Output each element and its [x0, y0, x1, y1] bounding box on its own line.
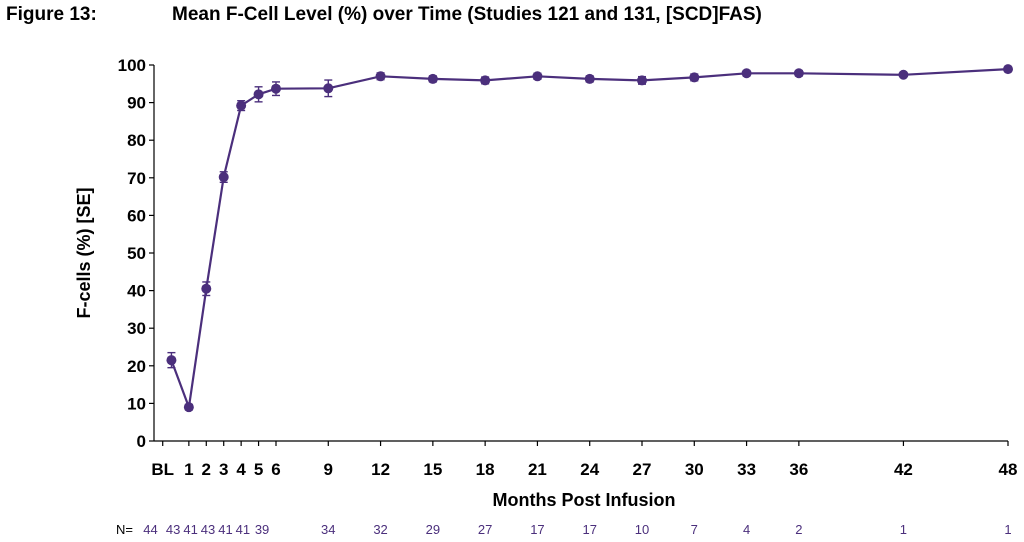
- y-tick-label: 40: [127, 282, 146, 301]
- axes: [153, 65, 1008, 442]
- data-point: [898, 69, 909, 80]
- data-point: [427, 73, 438, 84]
- data-point: [166, 355, 177, 366]
- x-tick-label: BL: [151, 460, 174, 479]
- y-ticks: 0 10 20 30 40 50 60 70 80 90 100: [118, 56, 154, 451]
- n-label: N=: [116, 522, 133, 537]
- x-tick-label: 1: [184, 460, 193, 479]
- n-value: 17: [530, 522, 544, 537]
- series-line: [170, 68, 1009, 408]
- x-tick-label: 15: [423, 460, 442, 479]
- n-value: 44: [143, 522, 157, 537]
- y-tick-label: 70: [127, 169, 146, 188]
- data-point: [218, 172, 229, 183]
- n-value: 17: [582, 522, 596, 537]
- data-point: [741, 68, 752, 79]
- x-tick-label: 24: [580, 460, 599, 479]
- data-point: [375, 71, 386, 82]
- n-value: 2: [795, 522, 802, 537]
- x-tick-label: 2: [202, 460, 211, 479]
- y-tick-label: 100: [118, 56, 146, 75]
- x-tick-label: 48: [999, 460, 1018, 479]
- x-axis-title: Months Post Infusion: [493, 490, 676, 510]
- n-value: 39: [255, 522, 269, 537]
- y-axis-title: F-cells (%) [SE]: [74, 187, 94, 318]
- x-tick-label: 6: [271, 460, 280, 479]
- x-tick-label: 27: [633, 460, 652, 479]
- n-value: 41: [236, 522, 250, 537]
- x-tick-label: 21: [528, 460, 547, 479]
- x-tick-label: 18: [476, 460, 495, 479]
- n-value: 10: [635, 522, 649, 537]
- data-point: [183, 402, 194, 413]
- y-tick-label: 80: [127, 131, 146, 150]
- data-point: [637, 75, 647, 86]
- y-tick-label: 0: [137, 432, 146, 451]
- figure-title: Mean F-Cell Level (%) over Time (Studies…: [172, 4, 762, 25]
- x-tick-label: 4: [236, 460, 246, 479]
- data-point: [323, 83, 334, 94]
- y-tick-label: 20: [127, 357, 146, 376]
- n-value: 1: [900, 522, 907, 537]
- series: [166, 64, 1013, 413]
- data-point: [1003, 64, 1013, 75]
- figure-label: Figure 13:: [6, 4, 97, 25]
- n-value: 1: [1004, 522, 1011, 537]
- x-tick-label: 3: [219, 460, 228, 479]
- data-point: [689, 72, 700, 83]
- data-point: [480, 75, 491, 86]
- data-point: [584, 73, 595, 84]
- n-value: 41: [218, 522, 232, 537]
- n-value: 4: [743, 522, 750, 537]
- data-point: [236, 100, 247, 111]
- y-tick-label: 30: [127, 319, 146, 338]
- y-tick-label: 60: [127, 206, 146, 225]
- data-point: [253, 89, 264, 100]
- y-tick-label: 90: [127, 94, 146, 113]
- x-tick-label: 5: [254, 460, 263, 479]
- n-value: 27: [478, 522, 492, 537]
- n-value: 32: [373, 522, 387, 537]
- n-value: 7: [691, 522, 698, 537]
- x-tick-label: 36: [789, 460, 808, 479]
- data-point: [532, 71, 543, 82]
- x-ticks: BL 1 2 3 4 5 6 9 12 15 18 21 24 27 30 33 36 42 48: [151, 441, 1017, 479]
- x-tick-label: 12: [371, 460, 390, 479]
- y-tick-label: 10: [127, 394, 146, 413]
- x-tick-label: 33: [737, 460, 756, 479]
- n-value: 43: [166, 522, 180, 537]
- n-row: N= 44 43 41 43 41 41 39 34 32 29 27 17 17 10 7 4 2 1 1: [116, 522, 1012, 537]
- n-value: 41: [183, 522, 197, 537]
- x-tick-label: 9: [324, 460, 333, 479]
- data-point: [793, 68, 804, 79]
- x-tick-label: 30: [685, 460, 704, 479]
- x-tick-label: 42: [894, 460, 913, 479]
- n-value: 43: [201, 522, 215, 537]
- data-point: [271, 83, 281, 94]
- y-tick-label: 50: [127, 244, 146, 263]
- n-value: 34: [321, 522, 335, 537]
- n-value: 29: [426, 522, 440, 537]
- data-point: [201, 283, 212, 294]
